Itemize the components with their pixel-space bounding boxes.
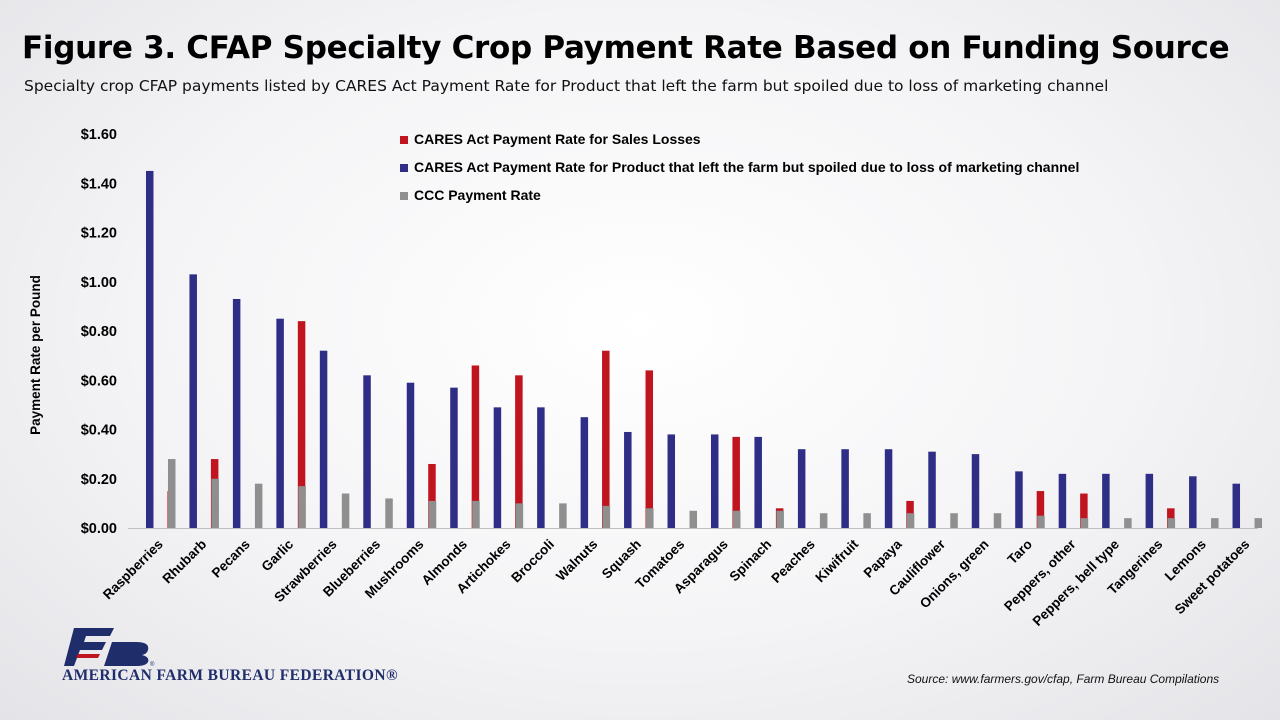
- bar-spoiled: [494, 407, 502, 528]
- bar-ccc: [1081, 518, 1089, 528]
- bar-ccc: [168, 459, 176, 528]
- legend-label: CCC Payment Rate: [414, 187, 541, 203]
- bar-ccc: [211, 479, 219, 528]
- bar-ccc: [994, 513, 1002, 528]
- x-tick-label: Broccoli: [508, 537, 557, 586]
- bar-ccc: [733, 511, 741, 528]
- bar-spoiled: [972, 454, 980, 528]
- bar-spoiled: [841, 449, 849, 528]
- bar-ccc: [1124, 518, 1132, 528]
- bar-sales-losses: [602, 351, 610, 528]
- bar-ccc: [690, 511, 698, 528]
- bar-ccc: [603, 506, 611, 528]
- legend-swatch: [400, 136, 408, 144]
- logo-mark-icon: ®: [64, 628, 155, 668]
- bar-ccc: [950, 513, 958, 528]
- bar-spoiled: [320, 351, 328, 528]
- x-tick-label: Peaches: [768, 537, 817, 586]
- bar-spoiled: [363, 375, 371, 528]
- bar-spoiled: [1233, 484, 1241, 528]
- y-tick-label: $0.00: [81, 521, 117, 537]
- bar-ccc: [516, 503, 524, 528]
- bar-ccc: [776, 511, 784, 528]
- y-axis-title: Payment Rate per Pound: [28, 275, 43, 435]
- y-tick-label: $1.00: [81, 275, 117, 291]
- bar-ccc: [559, 503, 567, 528]
- bar-spoiled: [624, 432, 632, 528]
- bar-spoiled: [1015, 471, 1023, 528]
- x-tick-label: Walnuts: [553, 537, 600, 584]
- y-tick-label: $0.80: [81, 324, 117, 340]
- bar-spoiled: [754, 437, 762, 528]
- bar-spoiled: [450, 388, 458, 528]
- y-tick-label: $0.40: [81, 423, 117, 439]
- bar-spoiled: [1102, 474, 1110, 528]
- bar-ccc: [1168, 518, 1176, 528]
- x-tick-label: Sweet potatoes: [1172, 537, 1253, 618]
- y-tick-label: $1.20: [81, 226, 117, 242]
- x-tick-label: Rhubarb: [159, 537, 209, 587]
- bar-ccc: [385, 498, 393, 528]
- bar-spoiled: [668, 434, 676, 528]
- bar-spoiled: [1059, 474, 1067, 528]
- bar-ccc: [298, 486, 306, 528]
- bar-spoiled: [407, 383, 415, 528]
- legend-label: CARES Act Payment Rate for Product that …: [414, 159, 1079, 175]
- bar-ccc: [907, 513, 915, 528]
- bar-ccc: [1255, 518, 1263, 528]
- bar-spoiled: [711, 434, 719, 528]
- bar-ccc: [472, 501, 480, 528]
- bar-ccc: [863, 513, 871, 528]
- x-tick-label: Raspberries: [100, 537, 166, 603]
- bar-ccc: [429, 501, 437, 528]
- y-tick-label: $1.40: [81, 176, 117, 192]
- y-tick-label: $0.20: [81, 472, 117, 488]
- bar-spoiled: [146, 171, 154, 528]
- bar-spoiled: [885, 449, 893, 528]
- x-tick-label: Pecans: [209, 537, 253, 581]
- x-tick-label: Kiwifruit: [812, 536, 861, 585]
- bar-spoiled: [581, 417, 589, 528]
- bar-spoiled: [233, 299, 241, 528]
- bar-ccc: [1211, 518, 1219, 528]
- y-tick-label: $0.60: [81, 373, 117, 389]
- organization-name: AMERICAN FARM BUREAU FEDERATION®: [62, 667, 398, 685]
- legend-swatch: [400, 164, 408, 172]
- bar-ccc: [820, 513, 828, 528]
- bar-ccc: [646, 508, 654, 528]
- bar-ccc: [1037, 516, 1045, 528]
- bar-spoiled: [928, 452, 936, 528]
- legend-swatch: [400, 192, 408, 200]
- bar-sales-losses: [646, 370, 654, 528]
- bar-spoiled: [537, 407, 545, 528]
- bar-spoiled: [798, 449, 806, 528]
- bar-ccc: [342, 494, 350, 528]
- bar-spoiled: [276, 319, 284, 528]
- x-tick-label: Papaya: [861, 536, 905, 580]
- bar-spoiled: [1189, 476, 1197, 528]
- x-tick-label: Spinach: [727, 537, 775, 585]
- source-note: Source: www.farmers.gov/cfap, Farm Burea…: [907, 672, 1219, 686]
- bar-ccc: [255, 484, 263, 528]
- legend-label: CARES Act Payment Rate for Sales Losses: [414, 131, 701, 147]
- y-tick-label: $1.60: [81, 127, 117, 143]
- x-tick-label: Garlic: [259, 536, 297, 574]
- bar-spoiled: [1146, 474, 1154, 528]
- bar-spoiled: [189, 274, 197, 528]
- x-tick-label: Taro: [1004, 537, 1035, 568]
